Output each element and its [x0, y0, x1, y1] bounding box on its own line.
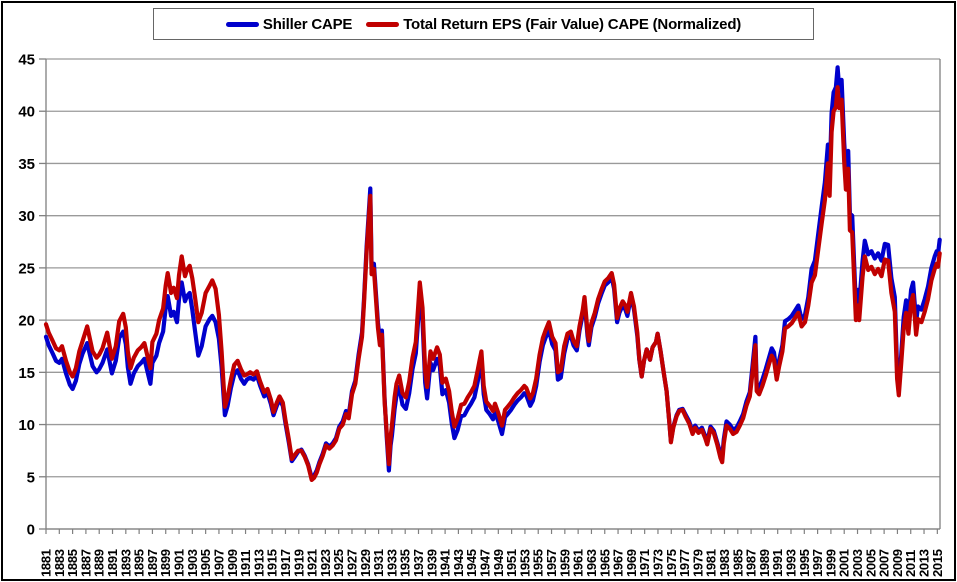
x-tick-label-1955: 1955	[531, 549, 546, 577]
x-tick-label-1947: 1947	[478, 549, 493, 577]
x-tick-label-1999: 1999	[823, 549, 838, 577]
x-tick-label-1893: 1893	[118, 549, 133, 577]
x-tick-label-1931: 1931	[371, 549, 386, 577]
x-tick-label-1891: 1891	[105, 549, 120, 577]
legend: Shiller CAPE Total Return EPS (Fair Valu…	[153, 8, 814, 40]
x-tick-label-1981: 1981	[704, 549, 719, 577]
x-tick-label-1941: 1941	[438, 549, 453, 577]
x-tick-label-1971: 1971	[637, 549, 652, 577]
x-tick-label-1927: 1927	[344, 549, 359, 577]
x-tick-label-1897: 1897	[145, 549, 160, 577]
y-tick-label-40: 40	[18, 104, 35, 121]
x-tick-label-1937: 1937	[411, 549, 426, 577]
y-tick-label-15: 15	[18, 365, 35, 382]
x-tick-label-2013: 2013	[917, 549, 932, 577]
x-tick-label-2009: 2009	[890, 549, 905, 577]
x-tick-label-1919: 1919	[291, 549, 306, 577]
x-tick-label-1993: 1993	[784, 549, 799, 577]
x-tick-label-1995: 1995	[797, 549, 812, 577]
axes	[39, 58, 941, 534]
legend-entry-total-return: Total Return EPS (Fair Value) CAPE (Norm…	[366, 16, 741, 33]
x-tick-label-1943: 1943	[451, 549, 466, 577]
x-tick-label-2003: 2003	[850, 549, 865, 577]
x-tick-label-1907: 1907	[211, 549, 226, 577]
y-tick-label-10: 10	[18, 417, 35, 434]
x-tick-label-1923: 1923	[318, 549, 333, 577]
x-tick-label-1929: 1929	[358, 549, 373, 577]
y-tick-label-5: 5	[27, 469, 35, 486]
x-tick-label-1979: 1979	[690, 549, 705, 577]
x-tick-label-1881: 1881	[39, 549, 54, 577]
x-tick-label-1889: 1889	[92, 549, 107, 577]
x-tick-label-1911: 1911	[238, 550, 253, 577]
x-tick-label-1913: 1913	[251, 549, 266, 577]
legend-entry-shiller: Shiller CAPE	[225, 15, 353, 33]
x-tick-label-1961: 1961	[571, 549, 586, 577]
x-tick-label-1885: 1885	[65, 549, 80, 577]
x-tick-label-1895: 1895	[132, 549, 147, 577]
x-tick-label-1967: 1967	[611, 549, 626, 577]
x-tick-label-1969: 1969	[624, 549, 639, 577]
data-series	[43, 65, 942, 482]
x-tick-label-1909: 1909	[225, 549, 240, 577]
x-tick-label-1917: 1917	[278, 549, 293, 577]
x-tick-label-1973: 1973	[650, 549, 665, 577]
legend-label-shiller: Shiller CAPE	[262, 15, 353, 33]
y-axis-labels: 0 5 10 15 20 25 30 35 40 45	[18, 52, 35, 539]
x-tick-label-1985: 1985	[730, 549, 745, 577]
x-tick-label-1977: 1977	[677, 549, 692, 577]
x-tick-label-1883: 1883	[52, 549, 67, 577]
y-tick-label-0: 0	[27, 522, 35, 539]
y-tick-label-20: 20	[18, 313, 35, 330]
x-tick-label-1983: 1983	[717, 549, 732, 577]
x-tick-label-2007: 2007	[877, 549, 892, 577]
x-tick-label-1939: 1939	[424, 549, 439, 577]
x-tick-label-1887: 1887	[78, 549, 93, 577]
x-tick-label-1951: 1951	[504, 549, 519, 577]
x-tick-label-1949: 1949	[491, 549, 506, 577]
x-tick-label-1963: 1963	[584, 549, 599, 577]
legend-marker-shiller-line-icon	[225, 21, 259, 27]
x-tick-label-1915: 1915	[265, 549, 280, 577]
legend-label-total-return: Total Return EPS (Fair Value) CAPE (Norm…	[403, 15, 742, 33]
y-tick-label-45: 45	[18, 52, 35, 69]
x-tick-label-1991: 1991	[770, 549, 785, 577]
x-tick-label-1957: 1957	[544, 549, 559, 577]
x-tick-label-1997: 1997	[810, 549, 825, 577]
x-tick-label-2011: 2011	[903, 550, 918, 577]
legend-marker-total-return-line-icon	[366, 21, 400, 27]
x-axis-labels: 1881188318851887188918911893189518971899…	[39, 549, 945, 577]
x-tick-label-1953: 1953	[517, 549, 532, 577]
x-tick-label-1899: 1899	[158, 549, 173, 577]
x-tick-label-1903: 1903	[185, 549, 200, 577]
x-tick-label-1905: 1905	[198, 549, 213, 577]
x-tick-label-1933: 1933	[384, 549, 399, 577]
x-tick-label-1965: 1965	[597, 549, 612, 577]
x-tick-label-1975: 1975	[664, 549, 679, 577]
y-tick-label-35: 35	[18, 156, 35, 173]
total-return-cape-line	[43, 85, 942, 482]
y-tick-label-25: 25	[18, 260, 35, 277]
y-tick-label-30: 30	[18, 208, 35, 225]
x-tick-label-1959: 1959	[557, 549, 572, 577]
x-tick-label-2001: 2001	[837, 549, 852, 577]
x-tick-label-1901: 1901	[172, 549, 187, 577]
x-tick-label-1987: 1987	[744, 549, 759, 577]
x-tick-label-1945: 1945	[464, 549, 479, 577]
x-tick-label-1935: 1935	[398, 549, 413, 577]
x-tick-label-1921: 1921	[305, 549, 320, 577]
x-tick-label-2005: 2005	[863, 549, 878, 577]
x-tick-label-1925: 1925	[331, 549, 346, 577]
x-tick-label-1989: 1989	[757, 549, 772, 577]
x-tick-label-2015: 2015	[930, 549, 945, 577]
